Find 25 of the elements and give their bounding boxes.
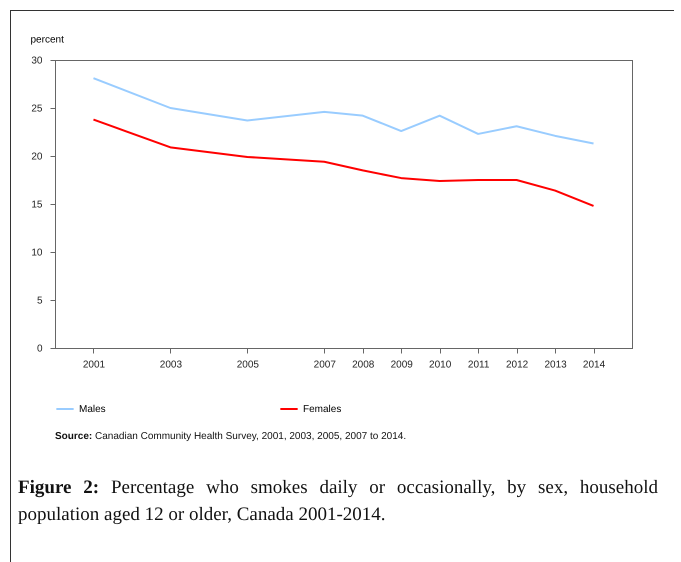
x-tick-label: 2014	[582, 360, 606, 370]
y-tick-label: 25	[31, 104, 43, 114]
legend-label: Females	[303, 404, 342, 415]
line-series	[92, 77, 595, 145]
x-tick-label: 2010	[429, 360, 452, 370]
x-tick-label: 2011	[468, 360, 490, 370]
source-note: Source: Canadian Community Health Survey, 2001, 2003, 2005, 2007 to 2014.	[55, 431, 406, 442]
y-tick-label: 10	[31, 248, 43, 258]
y-tick-label: 30	[31, 56, 43, 66]
line-series	[92, 118, 595, 207]
y-axis-title: percent	[30, 34, 64, 46]
x-tick-label: 2009	[390, 360, 414, 370]
caption: Figure 2: Percentage who smokes daily or occasionally, by sex, household population aged 12 or older, Canada 2001-2014.	[18, 476, 658, 527]
y-tick-label: 5	[36, 296, 43, 306]
x-tick-label: 2013	[544, 360, 568, 370]
y-tick-label: 0	[36, 344, 43, 354]
x-tick-label: 2012	[506, 360, 529, 370]
y-tick-label: 15	[31, 200, 43, 210]
x-tick-label: 2005	[236, 360, 260, 370]
legend-label: Males	[79, 404, 106, 415]
x-tick-label: 2008	[352, 360, 375, 370]
x-tick-label: 2007	[314, 360, 336, 370]
x-tick-label: 2001	[82, 360, 106, 370]
x-tick-label: 2003	[160, 360, 182, 370]
y-tick-label: 20	[31, 152, 43, 162]
